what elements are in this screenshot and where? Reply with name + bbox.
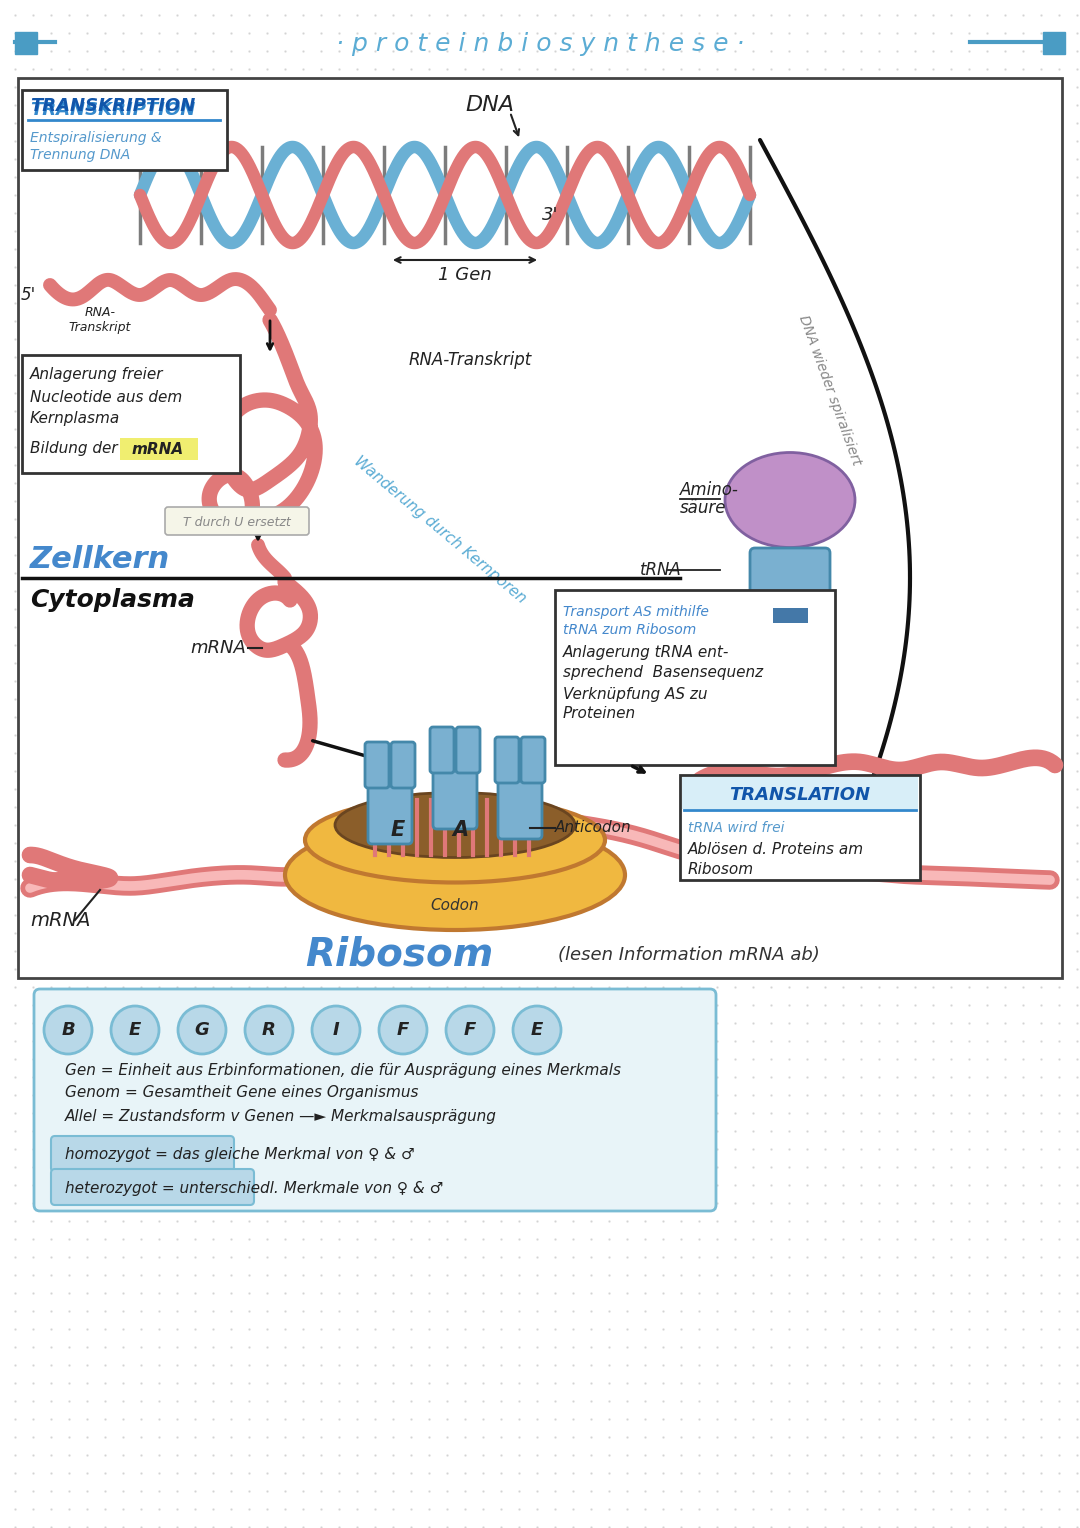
Text: Kernplasma: Kernplasma <box>30 411 120 426</box>
Circle shape <box>312 1005 360 1054</box>
Text: Wanderung durch Kernporen: Wanderung durch Kernporen <box>351 454 529 607</box>
Text: A: A <box>451 821 468 840</box>
Text: tRNA wird frei: tRNA wird frei <box>688 821 784 834</box>
FancyBboxPatch shape <box>33 989 716 1212</box>
Text: 5': 5' <box>21 286 36 304</box>
Circle shape <box>513 1005 561 1054</box>
Text: TRANSKRIPTION: TRANSKRIPTION <box>30 101 195 119</box>
Text: Verknüpfung AS zu: Verknüpfung AS zu <box>563 686 707 701</box>
Text: säure: säure <box>680 500 727 516</box>
Text: 3': 3' <box>542 206 558 225</box>
Text: B: B <box>62 1021 75 1039</box>
Circle shape <box>446 1005 494 1054</box>
Bar <box>22 90 227 170</box>
Text: RNA-
Transkript: RNA- Transkript <box>69 306 131 335</box>
Text: Proteinen: Proteinen <box>563 706 636 721</box>
Text: E: E <box>391 821 405 840</box>
Text: · p r o t e i n b i o s y n t h e s e ·: · p r o t e i n b i o s y n t h e s e · <box>336 32 744 57</box>
Text: F: F <box>464 1021 476 1039</box>
Text: Ribosom: Ribosom <box>688 862 754 877</box>
Ellipse shape <box>305 798 605 883</box>
Circle shape <box>111 1005 159 1054</box>
Text: RNA-Transkript: RNA-Transkript <box>408 351 531 368</box>
Text: sprechend  Basensequenz: sprechend Basensequenz <box>563 665 764 680</box>
FancyBboxPatch shape <box>391 743 415 788</box>
Bar <box>680 775 920 880</box>
Text: homozygot = das gleiche Merkmal von ♀ & ♂: homozygot = das gleiche Merkmal von ♀ & … <box>65 1148 415 1163</box>
FancyBboxPatch shape <box>750 549 831 617</box>
Text: E: E <box>531 1021 543 1039</box>
Text: Codon: Codon <box>431 897 480 912</box>
Bar <box>15 32 37 53</box>
Text: Anlagerung freier: Anlagerung freier <box>30 368 163 382</box>
Text: Genom = Gesamtheit Gene eines Organismus: Genom = Gesamtheit Gene eines Organismus <box>65 1085 419 1100</box>
Text: Anlagerung tRNA ent-: Anlagerung tRNA ent- <box>563 645 729 660</box>
Bar <box>22 90 227 122</box>
FancyBboxPatch shape <box>521 736 545 782</box>
Ellipse shape <box>335 793 575 857</box>
Circle shape <box>178 1005 226 1054</box>
Text: TRANSLATION: TRANSLATION <box>729 785 870 804</box>
Text: mRNA: mRNA <box>132 443 184 457</box>
Text: Allel = Zustandsform v Genen —► Merkmalsausprägung: Allel = Zustandsform v Genen —► Merkmals… <box>65 1108 497 1123</box>
Text: Entspiralisierung &: Entspiralisierung & <box>30 131 162 145</box>
Circle shape <box>245 1005 293 1054</box>
Text: DNA wieder spiralisiert: DNA wieder spiralisiert <box>796 313 864 468</box>
Circle shape <box>44 1005 92 1054</box>
Text: Gen = Einheit aus Erbinformationen, die für Ausprägung eines Merkmals: Gen = Einheit aus Erbinformationen, die … <box>65 1062 621 1077</box>
Text: F: F <box>396 1021 409 1039</box>
FancyBboxPatch shape <box>368 785 411 843</box>
Text: mRNA: mRNA <box>30 911 91 929</box>
Bar <box>773 608 808 623</box>
Text: Ribosom: Ribosom <box>305 937 494 973</box>
Text: tRNA: tRNA <box>640 561 681 579</box>
FancyBboxPatch shape <box>165 507 309 535</box>
Bar <box>18 78 1062 978</box>
Bar <box>1043 32 1065 53</box>
FancyBboxPatch shape <box>433 772 477 830</box>
Text: DNA: DNA <box>465 95 514 115</box>
FancyBboxPatch shape <box>495 736 519 782</box>
Text: (lesen Information mRNA ab): (lesen Information mRNA ab) <box>558 946 820 964</box>
Text: Nucleotide aus dem: Nucleotide aus dem <box>30 390 183 405</box>
Text: tRNA zum Ribosom: tRNA zum Ribosom <box>563 623 697 637</box>
Text: TRANSKRIPTION: TRANSKRIPTION <box>30 96 195 115</box>
Text: E: E <box>129 1021 141 1039</box>
Text: heterozygot = unterschiedl. Merkmale von ♀ & ♂: heterozygot = unterschiedl. Merkmale von… <box>65 1181 443 1195</box>
Bar <box>681 778 918 808</box>
FancyBboxPatch shape <box>365 743 389 788</box>
Text: Anticodon: Anticodon <box>555 821 632 836</box>
FancyBboxPatch shape <box>430 727 454 773</box>
Circle shape <box>379 1005 427 1054</box>
Text: Amino-: Amino- <box>680 481 739 500</box>
Text: Zellkern: Zellkern <box>30 545 171 575</box>
Bar <box>120 439 198 460</box>
Bar <box>555 590 835 766</box>
Text: I: I <box>333 1021 339 1039</box>
FancyBboxPatch shape <box>51 1169 254 1206</box>
Bar <box>22 354 240 474</box>
Text: R: R <box>262 1021 275 1039</box>
Text: Ablösen d. Proteins am: Ablösen d. Proteins am <box>688 842 864 857</box>
FancyBboxPatch shape <box>51 1135 234 1172</box>
Text: Transport AS mithilfe: Transport AS mithilfe <box>563 605 708 619</box>
Text: Cytoplasma: Cytoplasma <box>30 588 194 613</box>
Text: T durch U ersetzt: T durch U ersetzt <box>184 515 291 529</box>
Text: mRNA: mRNA <box>190 639 246 657</box>
Text: Trennung DNA: Trennung DNA <box>30 148 131 162</box>
Ellipse shape <box>725 452 855 547</box>
Ellipse shape <box>285 821 625 931</box>
FancyBboxPatch shape <box>456 727 480 773</box>
Text: G: G <box>194 1021 210 1039</box>
Text: 1 Gen: 1 Gen <box>438 266 491 284</box>
FancyBboxPatch shape <box>498 781 542 839</box>
Text: Bildung der: Bildung der <box>30 442 122 457</box>
